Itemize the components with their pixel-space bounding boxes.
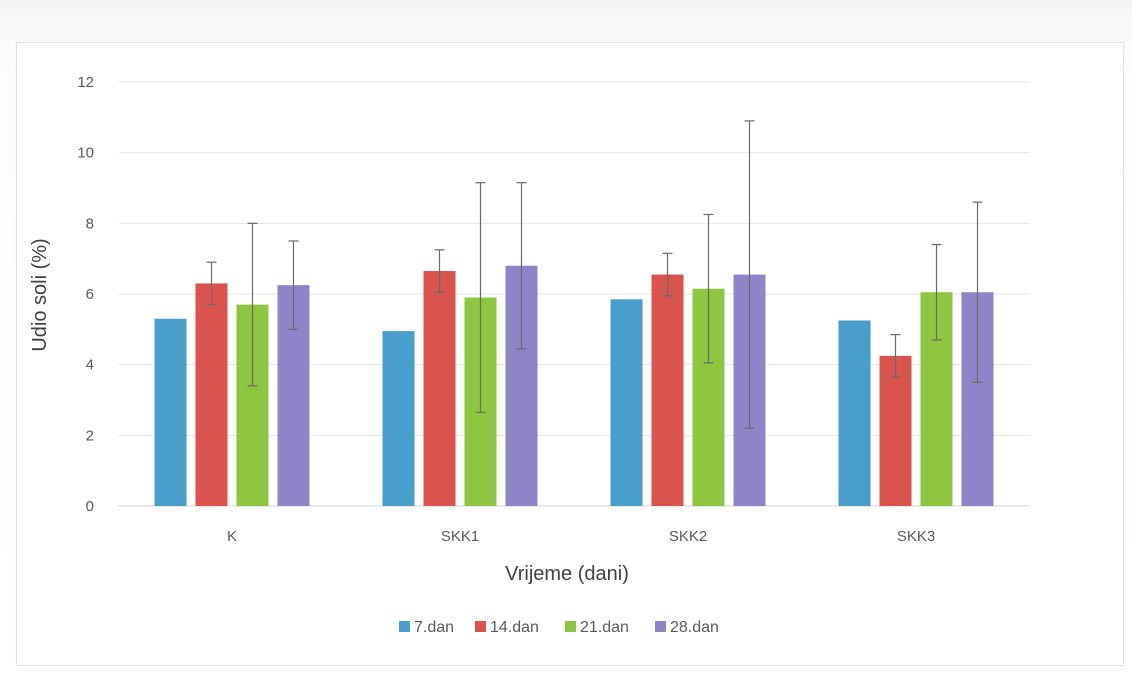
x-axis-title: Vrijeme (dani) <box>505 563 629 585</box>
x-axis-categories: K SKK1 SKK2 SKK3 <box>227 528 935 545</box>
x-category-label: SKK1 <box>441 528 479 545</box>
error-bars <box>206 120 983 429</box>
bar <box>879 355 912 506</box>
legend-label: 14.dan <box>490 619 539 636</box>
legend-swatch <box>655 621 666 632</box>
y-tick-label: 2 <box>86 427 94 444</box>
y-tick-label: 0 <box>86 498 94 515</box>
y-tick-label: 10 <box>77 145 94 162</box>
bars <box>154 265 994 506</box>
legend-item: 14.dan <box>475 619 539 636</box>
legend-swatch <box>475 621 486 632</box>
y-tick-label: 12 <box>77 74 94 91</box>
bar <box>651 274 684 506</box>
legend: 7.dan 14.dan 21.dan 28.dan <box>399 619 719 636</box>
y-tick-label: 8 <box>86 215 94 232</box>
bar <box>423 271 456 506</box>
legend-item: 7.dan <box>399 619 454 636</box>
legend-label: 28.dan <box>670 619 719 636</box>
bar <box>838 320 871 506</box>
legend-label: 7.dan <box>414 619 454 636</box>
bar <box>154 318 187 506</box>
legend-swatch <box>399 621 410 632</box>
legend-label: 21.dan <box>580 619 629 636</box>
x-category-label: SKK2 <box>669 528 707 545</box>
y-tick-label: 4 <box>86 357 94 374</box>
legend-item: 28.dan <box>655 619 719 636</box>
y-axis-ticks: 0 2 4 6 8 10 12 <box>77 74 94 515</box>
bar <box>610 299 643 506</box>
legend-item: 21.dan <box>565 619 629 636</box>
x-category-label: SKK3 <box>897 528 935 545</box>
legend-swatch <box>565 621 576 632</box>
gridlines <box>118 81 1030 507</box>
x-category-label: K <box>227 528 237 545</box>
y-tick-label: 6 <box>86 286 94 303</box>
bar <box>382 331 415 506</box>
bar <box>195 283 228 506</box>
y-axis-title: Udio soli (%) <box>29 238 51 351</box>
